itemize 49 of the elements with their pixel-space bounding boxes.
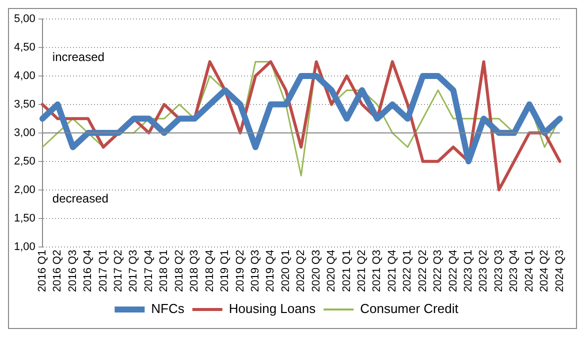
x-tick-label: 2020 Q2 — [295, 250, 308, 292]
y-tick-label: 5,00 — [14, 13, 36, 26]
x-tick-label: 2023 Q4 — [508, 250, 520, 292]
x-tick-label: 2024 Q1 — [523, 250, 536, 292]
x-tick-label: 2017 Q1 — [97, 250, 110, 292]
y-tick-label: 4,00 — [14, 70, 36, 82]
x-tick-label: 2018 Q3 — [188, 250, 201, 292]
x-tick-label: 2018 Q4 — [204, 250, 216, 292]
y-tick-label: 3,00 — [14, 126, 36, 139]
x-tick-label: 2020 Q1 — [280, 250, 292, 292]
x-tick-label: 2019 Q2 — [234, 250, 246, 292]
y-tick-label: 1,00 — [14, 240, 36, 253]
x-tick-label: 2023 Q3 — [492, 250, 505, 292]
x-tick-label: 2022 Q2 — [416, 250, 429, 292]
x-tick-label: 2016 Q3 — [66, 250, 79, 292]
x-tick-label: 2020 Q3 — [310, 250, 322, 292]
x-tick-label: 2017 Q3 — [128, 250, 140, 292]
annotation: increased — [52, 50, 104, 64]
x-tick-label: 2021 Q3 — [371, 250, 384, 292]
x-tick-label: 2016 Q4 — [82, 250, 94, 292]
x-tick-label: 2022 Q4 — [447, 250, 460, 292]
x-tick-label: 2017 Q4 — [142, 250, 155, 292]
x-tick-label: 2016 Q1 — [36, 250, 48, 292]
x-tick-label: 2022 Q1 — [402, 250, 414, 292]
x-tick-label: 2018 Q2 — [173, 250, 186, 292]
x-tick-label: 2022 Q3 — [432, 250, 444, 292]
x-tick-label: 2019 Q4 — [264, 250, 277, 292]
y-tick-label: 1,50 — [14, 212, 36, 224]
x-tick-label: 2021 Q2 — [356, 250, 368, 292]
y-tick-label: 3,50 — [14, 98, 36, 110]
annotation: decreased — [52, 191, 108, 206]
x-tick-label: 2020 Q4 — [326, 250, 338, 292]
x-tick-label: 2021 Q4 — [386, 250, 398, 292]
legend-label: Housing Loans — [228, 301, 316, 316]
legend-label: Consumer Credit — [360, 301, 459, 316]
x-tick-label: 2017 Q2 — [112, 250, 125, 292]
x-tick-label: 2019 Q3 — [249, 250, 262, 292]
x-tick-label: 2023 Q1 — [462, 250, 475, 292]
legend-label: NFCs — [151, 301, 185, 316]
x-tick-label: 2019 Q1 — [219, 250, 232, 292]
x-tick-label: 2024 Q2 — [538, 250, 551, 292]
x-tick-label: 2024 Q3 — [554, 250, 566, 292]
y-tick-label: 2,00 — [14, 184, 36, 196]
x-tick-label: 2023 Q2 — [478, 250, 490, 292]
y-tick-label: 4,50 — [14, 42, 36, 54]
x-tick-label: 2021 Q1 — [340, 250, 353, 292]
y-tick-label: 2,50 — [14, 155, 36, 168]
x-tick-label: 2018 Q1 — [158, 250, 170, 292]
x-tick-label: 2016 Q2 — [52, 250, 64, 292]
